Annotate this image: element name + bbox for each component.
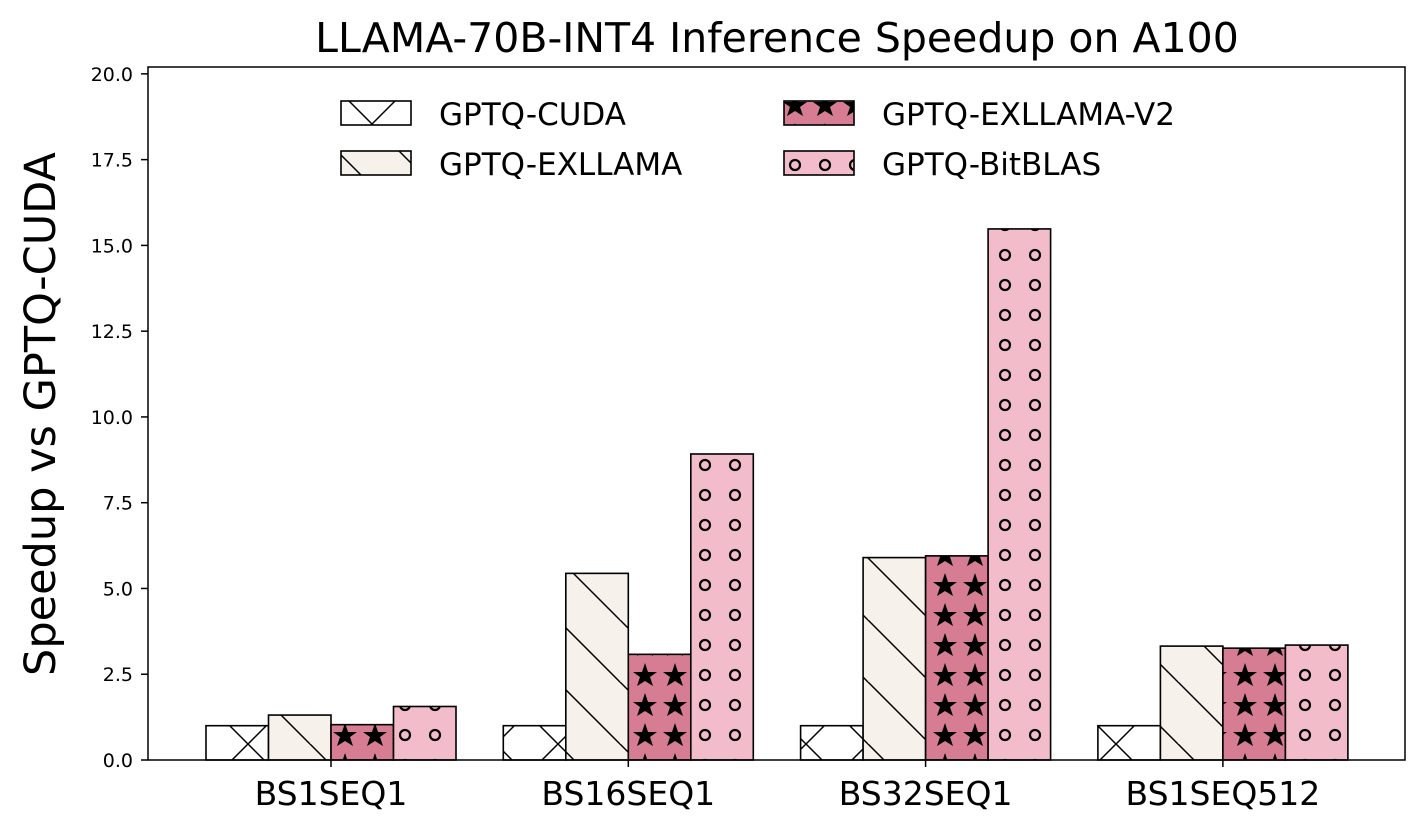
x-tick-label: BS1SEQ512 — [1126, 774, 1321, 813]
y-tick-label: 17.5 — [91, 150, 133, 172]
bar — [799, 724, 864, 761]
bar — [862, 556, 927, 761]
bar — [1222, 647, 1287, 761]
legend-label: GPTQ-CUDA — [439, 97, 626, 133]
y-tick-label: 15.0 — [91, 235, 133, 257]
bar — [627, 653, 692, 761]
legend-swatch — [340, 150, 412, 176]
x-tick-label: BS1SEQ1 — [255, 774, 408, 813]
y-axis-label: Speedup vs GPTQ-CUDA — [16, 151, 66, 675]
bar — [987, 228, 1052, 761]
y-axis-ticks: 0.0 2.5 5.0 7.5 10.0 12.5 15.0 17.5 20.0 — [91, 64, 148, 772]
legend-label: GPTQ-EXLLAMA-V2 — [882, 97, 1175, 133]
legend-swatch — [783, 150, 855, 176]
bar — [1097, 724, 1162, 761]
y-tick-label: 10.0 — [91, 407, 133, 429]
bars-group — [205, 228, 1349, 761]
x-axis-ticks: BS1SEQ1 BS16SEQ1 BS32SEQ1 BS1SEQ512 — [255, 760, 1321, 813]
y-tick-label: 20.0 — [91, 64, 133, 86]
bar — [205, 724, 270, 761]
bar — [502, 724, 567, 761]
legend-label: GPTQ-EXLLAMA — [439, 147, 682, 183]
bar — [564, 572, 630, 761]
y-tick-label: 2.5 — [103, 664, 133, 686]
legend-swatch — [783, 100, 855, 126]
bar — [330, 723, 395, 761]
bar — [392, 705, 457, 761]
y-tick-label: 0.0 — [103, 750, 133, 772]
y-tick-label: 12.5 — [91, 321, 133, 343]
y-tick-label: 7.5 — [103, 493, 133, 515]
bar — [1284, 644, 1349, 761]
legend-label: GPTQ-BitBLAS — [882, 147, 1101, 183]
legend: GPTQ-CUDA GPTQ-EXLLAMA GPTQ-EXLLAMA-V2 GPTQ… — [340, 97, 1175, 183]
bar — [267, 714, 332, 761]
legend-swatch — [340, 100, 412, 126]
bar — [689, 453, 755, 761]
bar — [924, 555, 989, 761]
plot-frame — [147, 66, 1406, 761]
bar — [1159, 645, 1224, 761]
y-tick-label: 5.0 — [103, 578, 133, 600]
chart-title: LLAMA-70B-INT4 Inference Speedup on A100 — [315, 14, 1239, 62]
x-tick-label: BS32SEQ1 — [839, 774, 1013, 813]
x-tick-label: BS16SEQ1 — [541, 774, 715, 813]
